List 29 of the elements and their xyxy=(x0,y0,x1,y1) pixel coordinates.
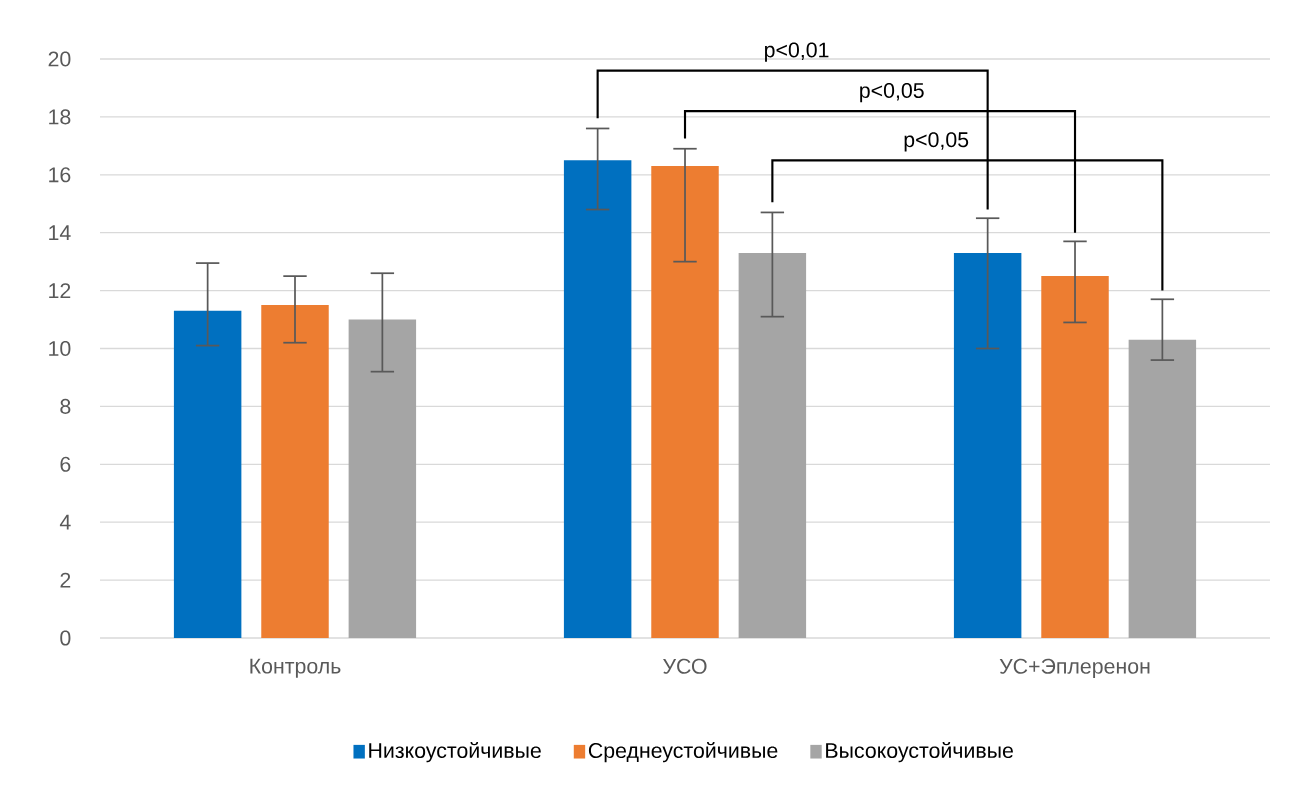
legend-label: Среднеустойчивые xyxy=(588,742,778,763)
y-tick-label: 20 xyxy=(48,51,71,67)
y-tick-label: 0 xyxy=(60,630,71,646)
y-tick-label: 8 xyxy=(60,398,71,414)
y-tick-label: 6 xyxy=(60,456,71,472)
x-tick-label: УС+Эплеренон xyxy=(999,658,1150,679)
y-tick-label: 12 xyxy=(49,283,71,299)
annotation: p<0,05 xyxy=(860,82,924,103)
y-tick-label: 2 xyxy=(60,572,71,588)
y-tick-label: 16 xyxy=(49,167,71,183)
y-tick-label: 4 xyxy=(59,514,71,530)
bar xyxy=(173,310,242,638)
legend-label: Высокоустойчивые xyxy=(826,742,1013,763)
bar xyxy=(563,160,632,638)
y-tick-label: 18 xyxy=(49,109,71,125)
bar xyxy=(1128,339,1197,638)
x-tick-label: УСО xyxy=(663,658,707,674)
annotation: p<0,01 xyxy=(765,42,829,62)
bar xyxy=(738,252,807,638)
annotation: p<0,05 xyxy=(904,132,969,152)
legend-label: Низкоустойчивые xyxy=(369,742,541,763)
bar xyxy=(1041,276,1109,638)
bar xyxy=(348,319,417,638)
bar xyxy=(261,305,329,638)
x-tick-label: Контроль xyxy=(250,658,341,678)
y-tick-label: 10 xyxy=(49,340,71,357)
y-tick-label: 14 xyxy=(49,225,71,241)
bar xyxy=(953,252,1022,638)
bar xyxy=(651,166,719,638)
